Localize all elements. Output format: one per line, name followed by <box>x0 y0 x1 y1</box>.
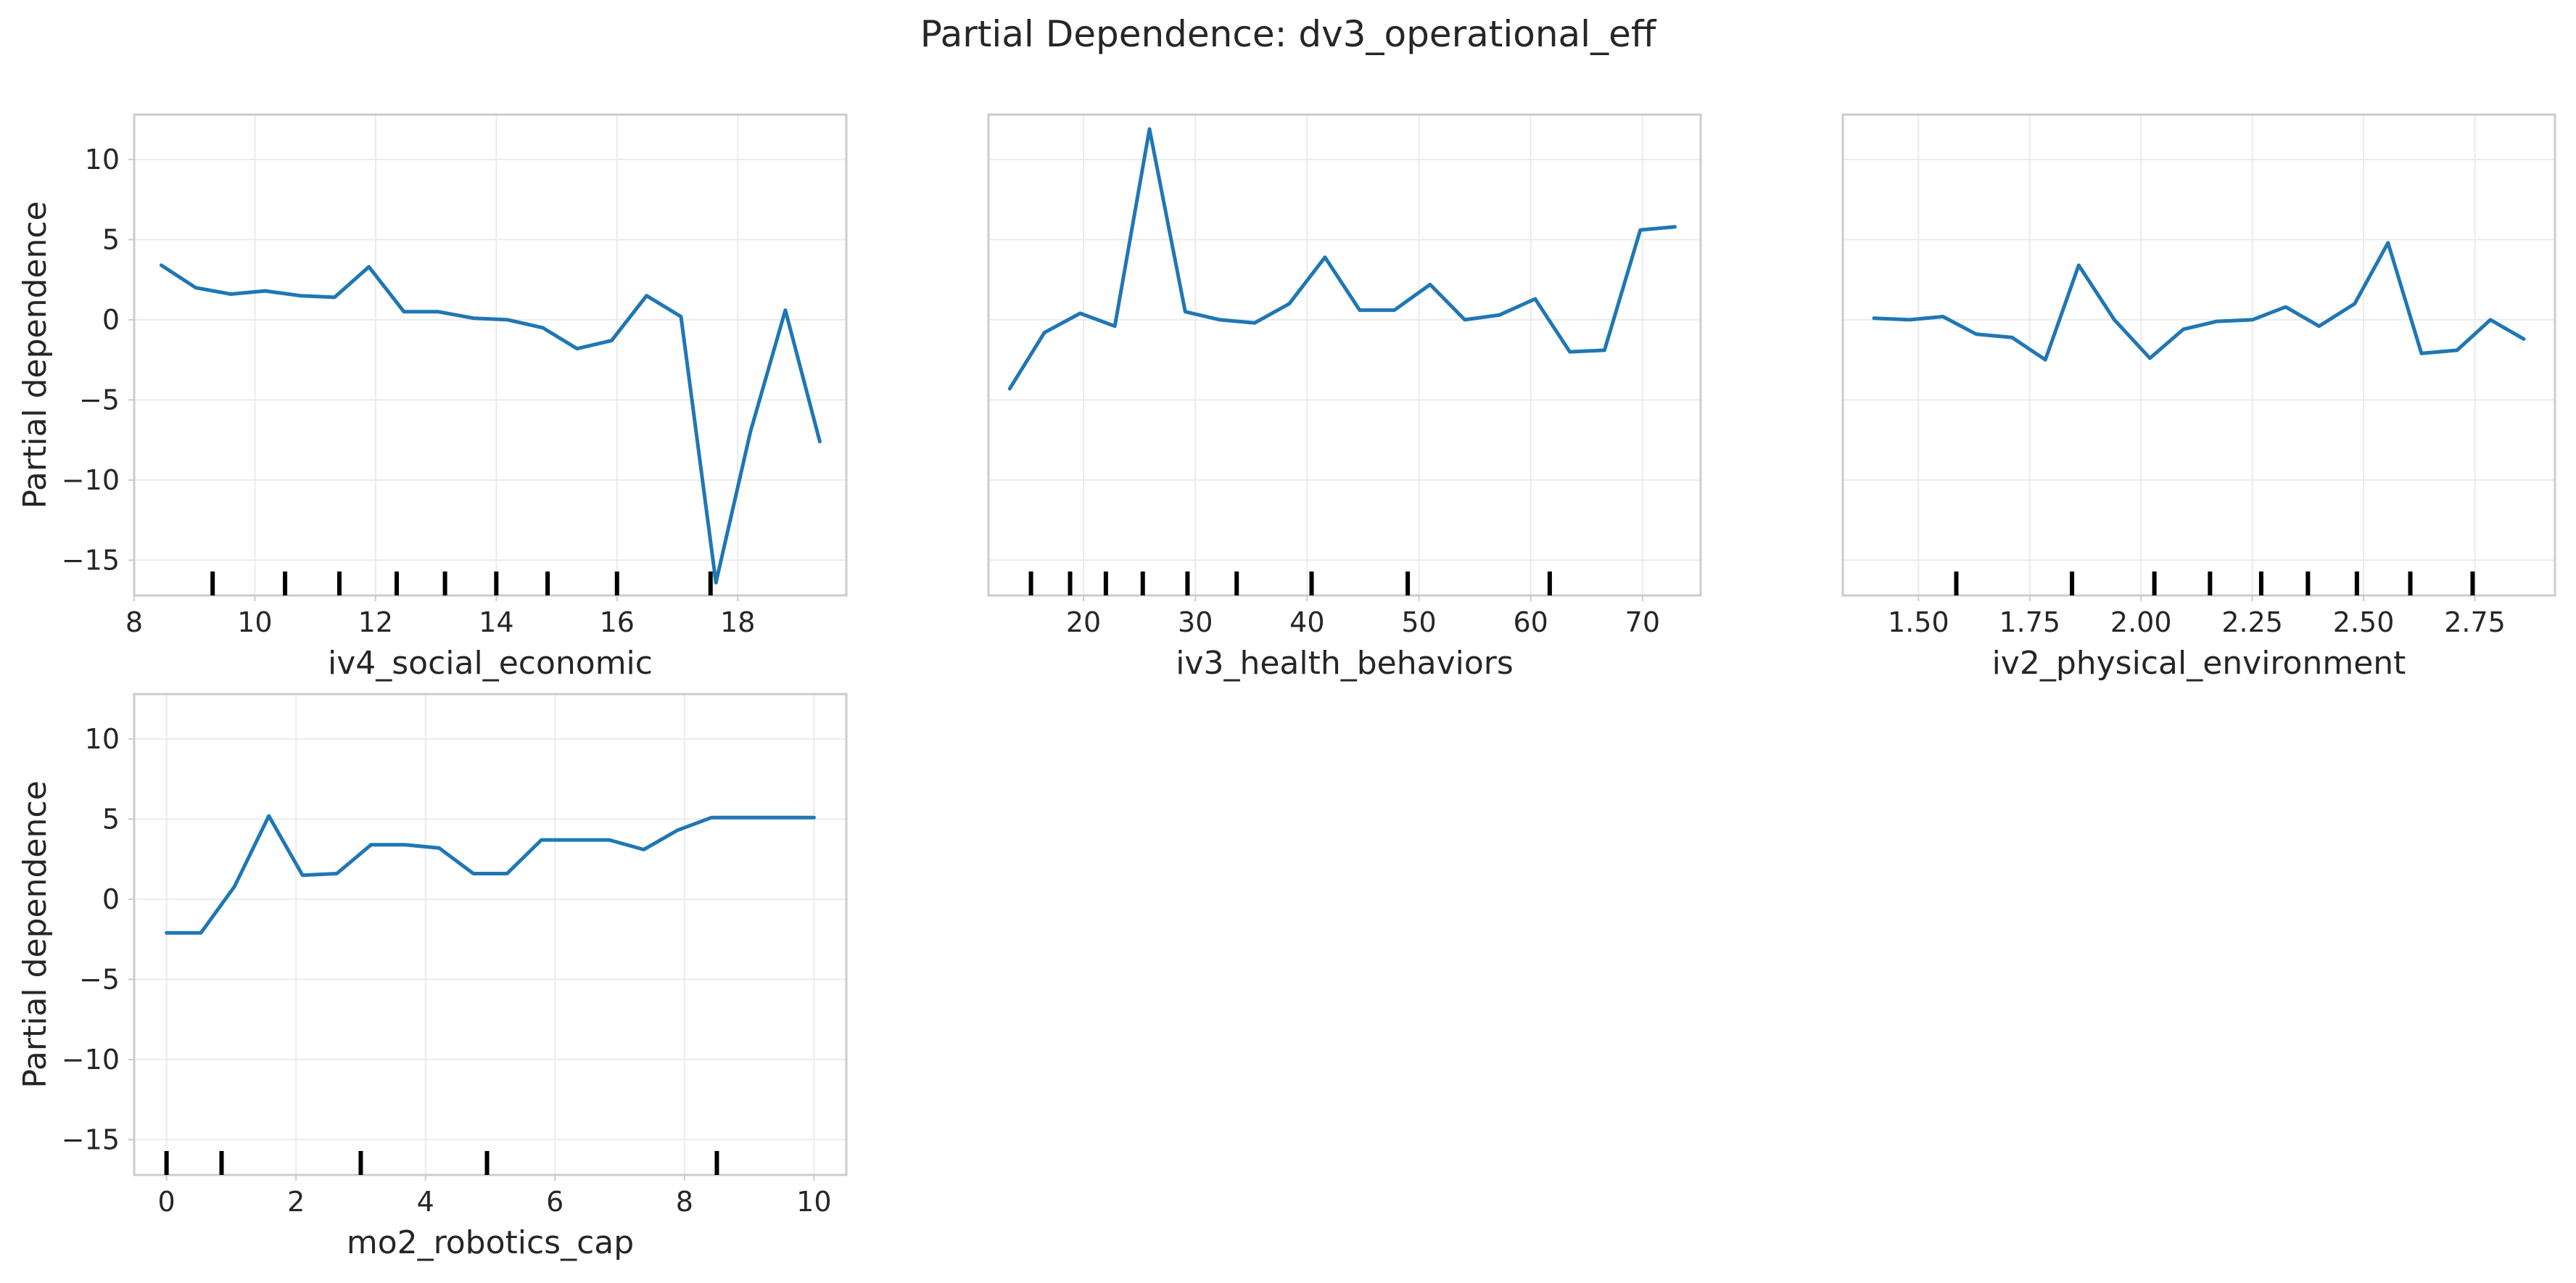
y-tick-label: −10 <box>62 1044 120 1076</box>
y-tick-label: 5 <box>102 223 120 255</box>
panel-mo2-robotics-cap: 0 2 4 6 8 10 10 5 0 −5 −10 −15 mo2_robotics_cap Parti… <box>17 693 848 1261</box>
y-axis-label: Partial dependence <box>17 780 54 1088</box>
x-axis-label: iv2_physical_environment <box>1992 645 2406 682</box>
x-tick-label: 8 <box>125 606 143 638</box>
y-tick-label: −15 <box>62 544 120 576</box>
x-tick-label: 50 <box>1401 606 1436 638</box>
x-tick-label: 2.75 <box>2444 606 2506 638</box>
partial-dependence-line <box>165 814 816 935</box>
panel-iv2-physical-environment: 1.50 1.75 2.00 2.25 2.50 2.75 iv2_physical_env… <box>1841 113 2556 682</box>
y-axis-label: Partial dependence <box>17 201 54 508</box>
x-tick-label: 2.25 <box>2221 606 2283 638</box>
x-tick-label: 14 <box>479 606 513 638</box>
panel-iv4-social-economic: 8 10 12 14 16 18 10 5 0 −5 −10 −15 iv4_social_econom… <box>17 113 848 682</box>
x-tick-label: 40 <box>1289 606 1324 638</box>
x-tick-label: 70 <box>1625 606 1660 638</box>
x-tick-label: 6 <box>546 1186 564 1218</box>
x-tick-label: 60 <box>1513 606 1548 638</box>
y-tick-label: −5 <box>79 384 120 416</box>
x-tick-label: 1.50 <box>1888 606 1949 638</box>
y-tick-label: 0 <box>102 883 120 915</box>
partial-dependence-line <box>1007 127 1677 391</box>
x-axis-label: mo2_robotics_cap <box>347 1224 634 1261</box>
y-tick-label: 10 <box>85 144 120 176</box>
x-tick-label: 2.50 <box>2333 606 2395 638</box>
x-tick-label: 10 <box>796 1186 831 1218</box>
y-tick-label: 10 <box>85 723 120 755</box>
axes-frame <box>133 113 848 597</box>
x-tick-label: 10 <box>237 606 272 638</box>
x-tick-label: 4 <box>417 1186 434 1218</box>
x-tick-label: 8 <box>676 1186 693 1218</box>
axes-frame <box>133 693 848 1176</box>
x-tick-label: 20 <box>1066 606 1101 638</box>
y-tick-label: −10 <box>62 464 120 496</box>
x-tick-label: 0 <box>158 1186 176 1218</box>
y-tick-label: −5 <box>79 963 120 995</box>
axes-frame <box>987 113 1702 597</box>
x-tick-label: 12 <box>358 606 393 638</box>
x-tick-label: 2 <box>287 1186 305 1218</box>
y-tick-label: 5 <box>102 803 120 835</box>
x-tick-label: 2.00 <box>2110 606 2172 638</box>
x-tick-label: 1.75 <box>1999 606 2060 638</box>
x-tick-label: 30 <box>1178 606 1213 638</box>
x-tick-label: 18 <box>720 606 755 638</box>
x-tick-label: 16 <box>600 606 635 638</box>
y-tick-label: 0 <box>102 304 120 336</box>
y-tick-label: −15 <box>62 1123 120 1155</box>
panel-iv3-health-behaviors: 20 30 40 50 60 70 iv3_health_behaviors <box>987 113 1702 682</box>
axes-frame <box>1841 113 2556 597</box>
partial-dependence-line <box>159 263 822 585</box>
figure-title: Partial Dependence: dv3_operational_eff <box>920 13 1656 55</box>
x-axis-label: iv3_health_behaviors <box>1176 645 1514 682</box>
x-axis-label: iv4_social_economic <box>328 645 653 682</box>
partial-dependence-line <box>1872 241 2526 362</box>
